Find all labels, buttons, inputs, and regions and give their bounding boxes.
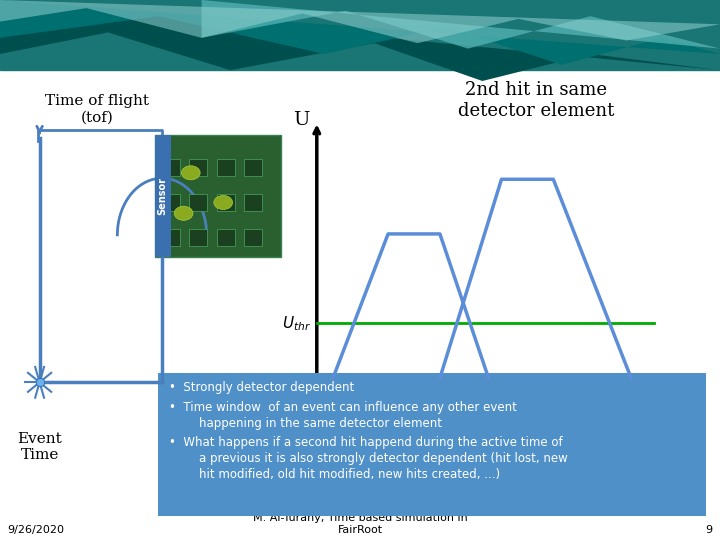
PathPatch shape [0,0,720,81]
Text: U: U [293,111,309,129]
Bar [189,194,207,211]
Bar [244,194,262,211]
Text: t: t [659,382,666,401]
Bar [189,159,207,176]
Text: Sensor: Sensor [158,177,168,215]
Text: Time of flight
(tof): Time of flight (tof) [45,94,149,125]
Bar [217,194,235,211]
PathPatch shape [0,0,720,43]
PathPatch shape [202,0,720,49]
Circle shape [181,166,200,180]
Text: 9: 9 [706,524,713,535]
Bar [217,159,235,176]
FancyBboxPatch shape [158,373,706,516]
Bar [0,0,720,70]
Circle shape [214,195,233,210]
Bar [244,230,262,246]
Text: 9/26/2020: 9/26/2020 [7,524,64,535]
Bar [155,135,171,256]
Text: •  Strongly detector dependent: • Strongly detector dependent [169,381,354,394]
Bar [162,230,180,246]
Text: •  What happens if a second hit happend during the active time of
        a prev: • What happens if a second hit happend d… [169,436,568,481]
Text: M. Al-Turany, Time based simulation in
FairRoot: M. Al-Turany, Time based simulation in F… [253,513,467,535]
Text: •  Time window  of an event can influence any other event
        happening in t: • Time window of an event can influence … [169,401,517,430]
Bar [162,159,180,176]
Circle shape [174,206,193,220]
Bar [189,230,207,246]
Text: Event
Time: Event Time [17,432,62,462]
Text: $U_{thr}$: $U_{thr}$ [282,314,311,333]
Bar [244,159,262,176]
Bar [217,230,235,246]
Bar [155,135,281,256]
Bar [162,194,180,211]
Text: 2nd hit in same
detector element: 2nd hit in same detector element [458,81,615,120]
PathPatch shape [0,0,720,65]
